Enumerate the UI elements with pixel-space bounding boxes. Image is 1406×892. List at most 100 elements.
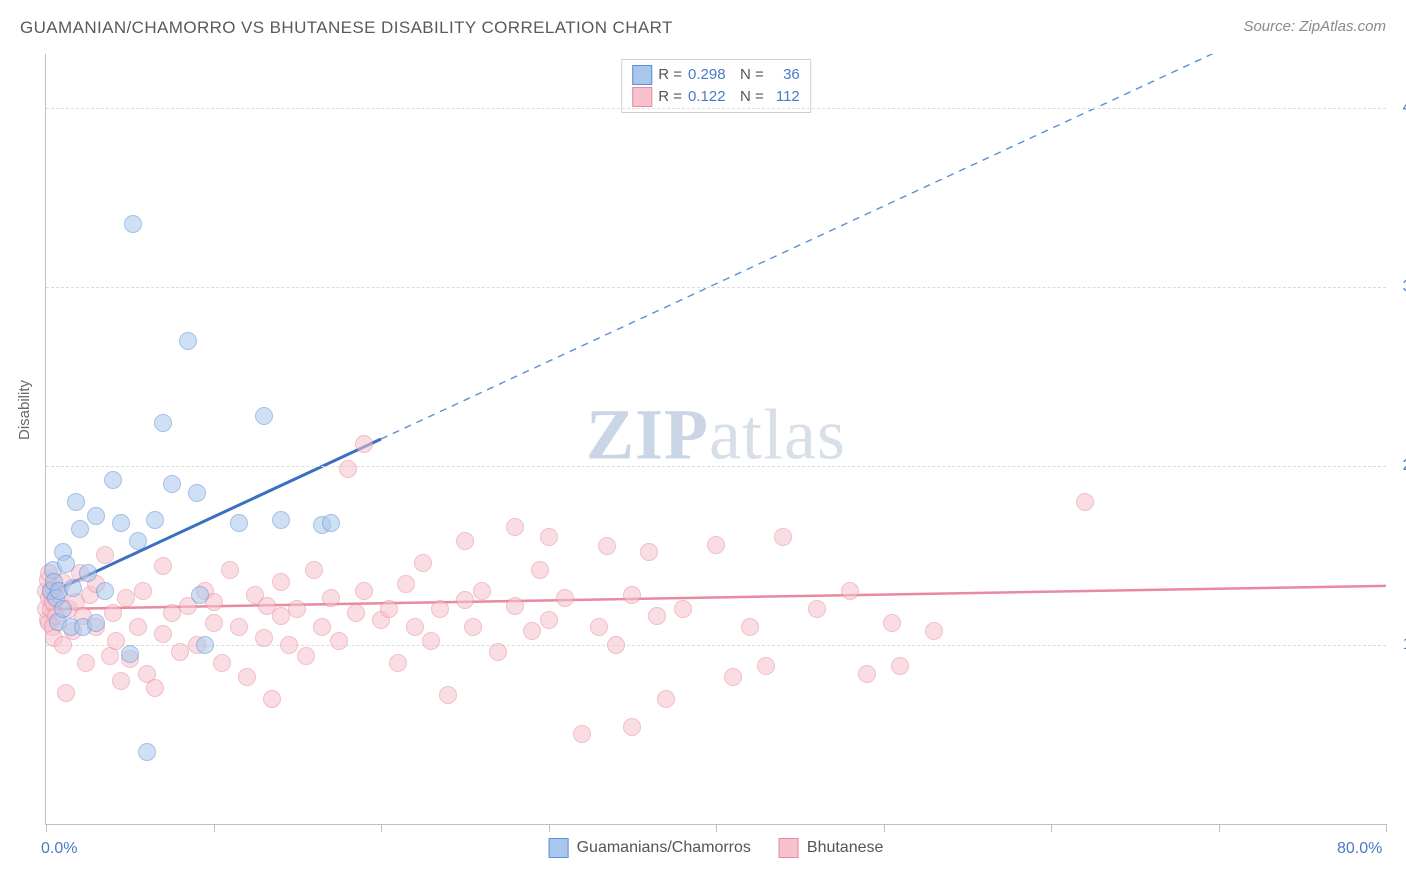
scatter-point: [339, 460, 357, 478]
x-tick: [214, 824, 215, 832]
r-value-b: 0.122: [688, 86, 734, 108]
scatter-point: [230, 514, 248, 532]
n-value-b: 112: [770, 86, 800, 108]
chart-root: GUAMANIAN/CHAMORRO VS BHUTANESE DISABILI…: [0, 0, 1406, 892]
x-tick: [1219, 824, 1220, 832]
scatter-point: [489, 643, 507, 661]
scatter-point: [134, 582, 152, 600]
scatter-point: [64, 579, 82, 597]
scatter-point: [205, 614, 223, 632]
scatter-point: [707, 536, 725, 554]
scatter-point: [397, 575, 415, 593]
scatter-point: [163, 475, 181, 493]
scatter-point: [674, 600, 692, 618]
swatch-a-icon: [549, 838, 569, 858]
swatch-b-icon: [779, 838, 799, 858]
scatter-point: [640, 543, 658, 561]
scatter-point: [238, 668, 256, 686]
scatter-point: [355, 582, 373, 600]
stats-row-b: R = 0.122 N = 112: [632, 86, 800, 108]
scatter-point: [272, 607, 290, 625]
scatter-point: [330, 632, 348, 650]
x-tick: [381, 824, 382, 832]
x-tick: [46, 824, 47, 832]
scatter-point: [322, 589, 340, 607]
scatter-point: [891, 657, 909, 675]
scatter-point: [213, 654, 231, 672]
scatter-point: [104, 471, 122, 489]
scatter-point: [531, 561, 549, 579]
source-attribution: Source: ZipAtlas.com: [1243, 18, 1386, 35]
scatter-point: [741, 618, 759, 636]
scatter-point: [230, 618, 248, 636]
scatter-point: [724, 668, 742, 686]
legend-item-b: Bhutanese: [779, 838, 884, 858]
scatter-point: [96, 546, 114, 564]
scatter-point: [305, 561, 323, 579]
scatter-point: [657, 690, 675, 708]
scatter-point: [590, 618, 608, 636]
scatter-point: [129, 532, 147, 550]
scatter-point: [540, 528, 558, 546]
x-axis-min-label: 0.0%: [41, 840, 77, 858]
scatter-point: [883, 614, 901, 632]
scatter-point: [196, 636, 214, 654]
scatter-point: [124, 215, 142, 233]
scatter-point: [57, 684, 75, 702]
watermark: ZIPatlas: [586, 393, 846, 476]
scatter-point: [573, 725, 591, 743]
scatter-point: [263, 690, 281, 708]
scatter-point: [623, 718, 641, 736]
y-tick-label: 10.0%: [1403, 636, 1406, 654]
scatter-point: [1076, 493, 1094, 511]
scatter-point: [473, 582, 491, 600]
scatter-point: [431, 600, 449, 618]
scatter-point: [146, 679, 164, 697]
scatter-point: [389, 654, 407, 672]
y-tick-label: 30.0%: [1403, 278, 1406, 296]
scatter-point: [623, 586, 641, 604]
scatter-point: [288, 600, 306, 618]
scatter-point: [112, 672, 130, 690]
n-value-a: 36: [770, 64, 800, 86]
plot-area: ZIPatlas R = 0.298 N = 36 R = 0.122 N = …: [45, 54, 1386, 825]
y-axis-title: Disability: [16, 380, 33, 440]
gridline: [46, 287, 1386, 288]
scatter-point: [322, 514, 340, 532]
scatter-point: [138, 743, 156, 761]
scatter-point: [87, 614, 105, 632]
scatter-point: [598, 537, 616, 555]
x-tick: [716, 824, 717, 832]
scatter-point: [188, 484, 206, 502]
scatter-point: [841, 582, 859, 600]
scatter-point: [464, 618, 482, 636]
series-legend: Guamanians/Chamorros Bhutanese: [549, 838, 884, 858]
x-tick: [549, 824, 550, 832]
scatter-point: [146, 511, 164, 529]
scatter-point: [774, 528, 792, 546]
scatter-point: [347, 604, 365, 622]
scatter-point: [380, 600, 398, 618]
gridline: [46, 466, 1386, 467]
scatter-point: [313, 618, 331, 636]
scatter-point: [87, 507, 105, 525]
scatter-point: [272, 573, 290, 591]
scatter-point: [179, 332, 197, 350]
scatter-point: [154, 625, 172, 643]
scatter-point: [171, 643, 189, 661]
scatter-point: [129, 618, 147, 636]
scatter-point: [54, 600, 72, 618]
scatter-point: [221, 561, 239, 579]
scatter-point: [112, 514, 130, 532]
x-tick: [1386, 824, 1387, 832]
scatter-point: [858, 665, 876, 683]
scatter-point: [255, 407, 273, 425]
scatter-point: [191, 586, 209, 604]
scatter-point: [456, 591, 474, 609]
scatter-point: [648, 607, 666, 625]
scatter-point: [297, 647, 315, 665]
scatter-point: [439, 686, 457, 704]
gridline: [46, 645, 1386, 646]
gridline: [46, 108, 1386, 109]
scatter-point: [77, 654, 95, 672]
